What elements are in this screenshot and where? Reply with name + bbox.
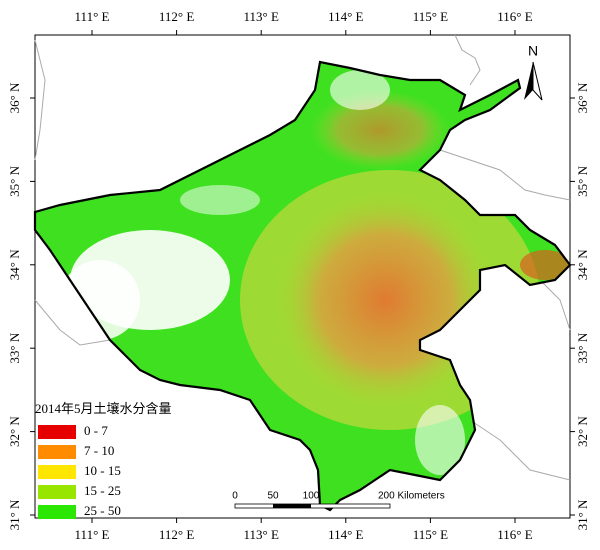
longitude-label: 112° E <box>159 9 194 24</box>
latitude-label: 31° N <box>575 499 590 530</box>
longitude-label: 116° E <box>497 527 532 542</box>
longitude-label: 116° E <box>497 9 532 24</box>
legend-title: 2014年5月土壤水分含量 <box>35 401 172 416</box>
boundary <box>539 279 571 331</box>
scale-bar <box>234 503 391 509</box>
boundary <box>469 419 571 481</box>
no-data <box>330 70 390 110</box>
scale-bar-body <box>234 503 391 509</box>
longitude-label: 114° E <box>328 9 363 24</box>
legend-label: 15 - 25 <box>84 483 121 498</box>
legend-label: 0 - 7 <box>84 423 108 438</box>
latitude-label: 35° N <box>7 165 22 196</box>
no-data <box>415 405 465 475</box>
legend-swatch <box>38 505 76 519</box>
neighbor-boundaries <box>34 34 571 481</box>
scale-label: 0 <box>232 491 238 502</box>
moisture-fill <box>520 250 570 280</box>
legend-swatch <box>38 425 76 439</box>
longitude-label: 114° E <box>328 527 363 542</box>
latitude-label: 36° N <box>575 82 590 113</box>
north-arrow: N <box>524 43 543 101</box>
latitude-label: 31° N <box>7 499 22 530</box>
scale-label: 200 Kilometers <box>378 491 445 502</box>
north-arrow-right <box>532 61 543 101</box>
longitude-label: 111° E <box>75 527 110 542</box>
longitude-label: 115° E <box>413 9 448 24</box>
legend-swatch <box>38 485 76 499</box>
longitude-label: 113° E <box>243 527 278 542</box>
latitude-label: 34° N <box>575 249 590 280</box>
boundary <box>34 299 111 346</box>
moisture-fill <box>310 90 450 170</box>
legend-label: 25 - 50 <box>84 503 121 518</box>
latitude-label: 33° N <box>7 332 22 363</box>
scale-label: 50 <box>267 491 279 502</box>
north-label: N <box>528 43 538 59</box>
scale-bar-segment <box>273 504 311 508</box>
longitude-label: 111° E <box>75 9 110 24</box>
legend-label: 10 - 15 <box>84 463 121 478</box>
latitude-label: 32° N <box>575 416 590 447</box>
no-data <box>180 185 260 215</box>
latitude-label: 32° N <box>7 416 22 447</box>
legend-label: 7 - 10 <box>84 443 114 458</box>
latitude-label: 36° N <box>7 82 22 113</box>
longitude-label: 112° E <box>159 527 194 542</box>
legend-swatch <box>38 465 76 479</box>
latitude-label: 35° N <box>575 165 590 196</box>
latitude-label: 33° N <box>575 332 590 363</box>
boundary <box>454 34 481 86</box>
longitude-label: 113° E <box>243 9 278 24</box>
latitude-label: 34° N <box>7 249 22 280</box>
longitude-label: 115° E <box>413 527 448 542</box>
boundary <box>439 149 571 201</box>
scale-label: 100 <box>303 491 320 502</box>
north-arrow-left <box>524 62 533 100</box>
boundary <box>34 39 46 161</box>
legend-swatch <box>38 445 76 459</box>
